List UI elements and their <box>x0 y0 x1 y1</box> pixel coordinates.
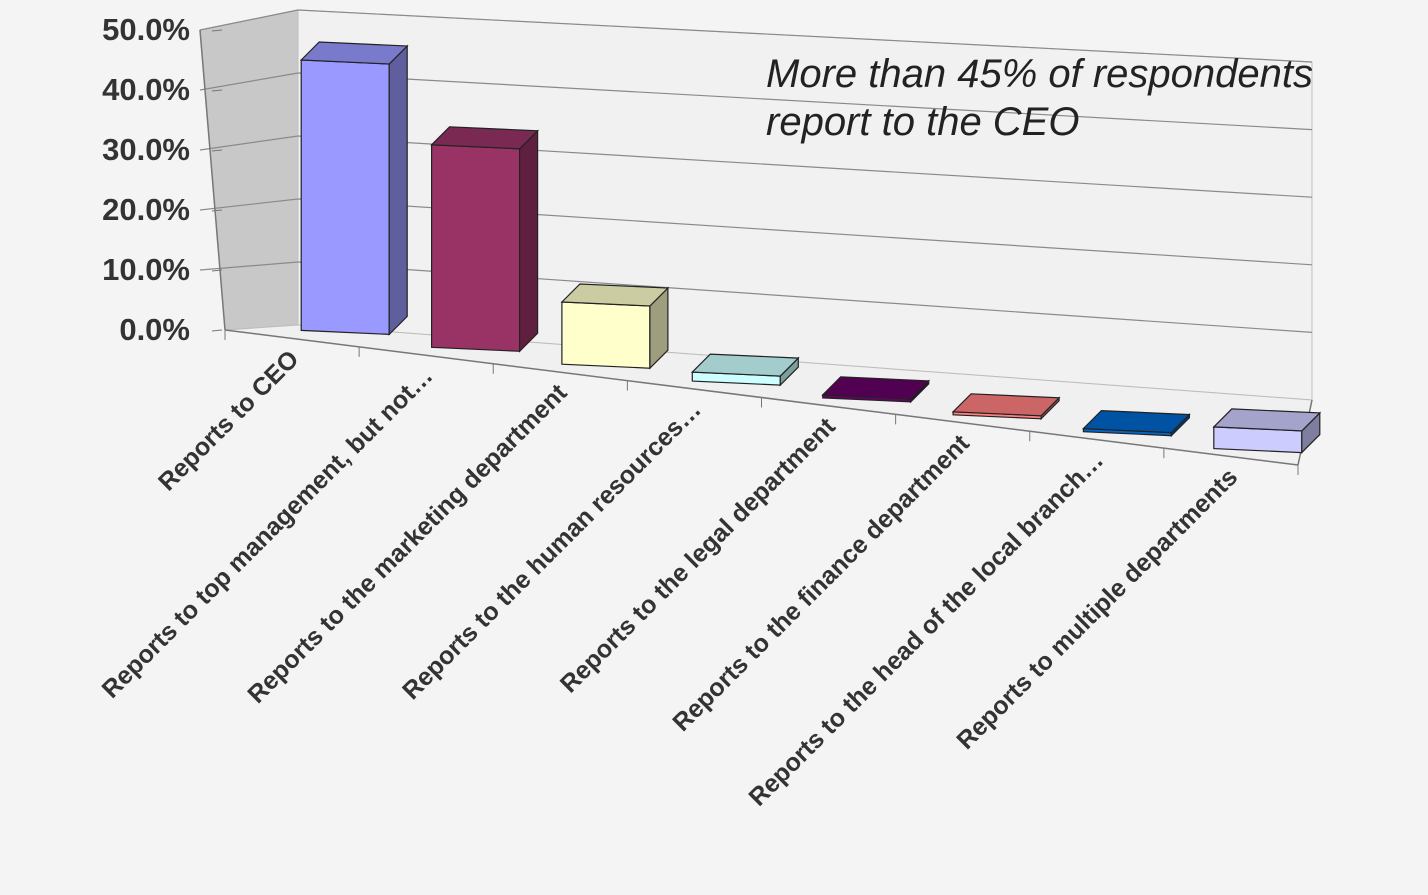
side-wall <box>199 9 299 331</box>
x-tick-label: Reports to top management, but not… <box>97 362 439 704</box>
y-tick-mark <box>211 269 223 272</box>
bar <box>560 283 670 370</box>
bar-top <box>821 376 931 400</box>
y-axis-line <box>199 29 226 331</box>
bar <box>430 126 539 353</box>
bar-top <box>1082 409 1191 434</box>
bar <box>1082 409 1191 438</box>
bar-side <box>518 129 539 353</box>
x-tick-label: Reports to the marketing department <box>242 378 573 709</box>
gridline-side <box>199 72 299 91</box>
gridline <box>297 72 1313 131</box>
annotation-line-1: More than 45% of respondents <box>766 52 1314 96</box>
y-tick-mark <box>211 329 223 332</box>
x-tick-label: Reports to the legal department <box>555 412 841 698</box>
bar-top <box>299 41 409 65</box>
bar-front <box>561 301 651 369</box>
x-tick-label: Reports to the human resources… <box>397 395 707 705</box>
bars <box>299 41 1322 455</box>
gridline <box>297 9 1313 63</box>
annotation-line-2: report to the CEO <box>766 100 1080 144</box>
gridline-side <box>199 135 299 151</box>
bar <box>299 41 409 336</box>
bar <box>951 393 1061 421</box>
bar-top <box>560 283 670 307</box>
bar-top <box>1212 408 1322 432</box>
y-tick-mark <box>211 29 223 32</box>
bar <box>690 353 800 387</box>
y-axis-ticks: 0.0% 10.0% 20.0% 30.0% 40.0% 50.0% <box>102 12 223 347</box>
x-tick-label: Reports to multiple departments <box>951 463 1243 755</box>
x-tick-label: Reports to CEO <box>153 345 304 496</box>
gridline-side <box>199 198 299 211</box>
y-tick-mark <box>211 89 223 92</box>
y-tick-mark <box>211 149 223 152</box>
bar-front <box>431 144 521 352</box>
y-tick-label: 50.0% <box>102 12 190 47</box>
bar <box>821 376 931 404</box>
chart-walls <box>199 9 1313 466</box>
gridline-side <box>199 261 299 271</box>
bar-top <box>430 126 539 150</box>
bar-top <box>951 393 1061 417</box>
gridline-side <box>199 9 299 31</box>
y-tick-label: 30.0% <box>102 132 190 167</box>
y-tick-label: 40.0% <box>102 72 190 107</box>
bar <box>1212 408 1322 455</box>
bar-front <box>300 59 390 336</box>
y-tick-label: 10.0% <box>102 252 190 287</box>
x-tick-label: Reports to the finance department <box>667 429 975 737</box>
y-tick-label: 0.0% <box>119 312 190 347</box>
bar-top <box>690 353 800 377</box>
y-tick-mark <box>211 209 223 212</box>
y-tick-label: 20.0% <box>102 192 190 227</box>
x-tick-label: Reports to the head of the local branch… <box>744 446 1110 812</box>
gridlines <box>199 9 1313 333</box>
bar-side <box>388 44 408 336</box>
chart-annotation: More than 45% of respondents report to t… <box>766 50 1313 146</box>
